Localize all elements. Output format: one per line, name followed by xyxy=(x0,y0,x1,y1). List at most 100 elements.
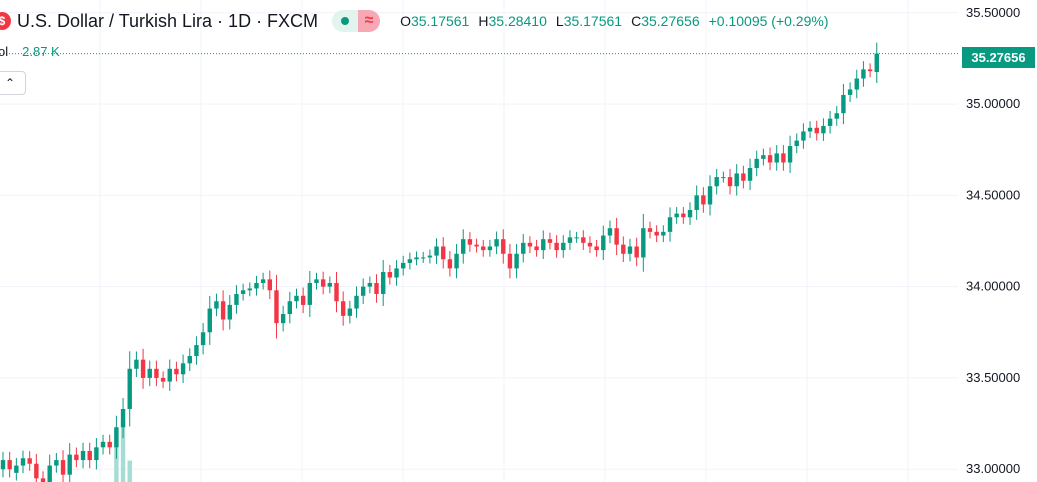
candle-body xyxy=(254,282,259,289)
candle-body xyxy=(47,465,52,482)
close-value: 35.27656 xyxy=(641,13,700,29)
candle-body xyxy=(727,177,733,187)
candle-body xyxy=(701,195,706,205)
candle-body xyxy=(487,246,493,251)
candle-body xyxy=(60,460,66,475)
candle-body xyxy=(127,368,132,409)
candle-body xyxy=(394,268,399,278)
candle-body xyxy=(661,231,666,236)
candle-body xyxy=(200,332,206,346)
candle-body xyxy=(687,209,693,218)
candle-body xyxy=(801,131,806,141)
candle-layer xyxy=(0,42,879,482)
price-tick-label: 33.00000 xyxy=(966,461,1020,476)
candle-body xyxy=(180,363,186,375)
candle-body xyxy=(294,295,299,302)
candle-body xyxy=(240,290,246,294)
candle-body xyxy=(220,301,226,320)
candle-body xyxy=(794,140,799,147)
candle-body xyxy=(754,158,759,168)
candle-body xyxy=(707,186,713,205)
candle-body xyxy=(767,155,773,163)
volume-bar xyxy=(127,460,132,482)
candle-body xyxy=(494,239,499,247)
candle-body xyxy=(834,113,839,119)
volume-label: ol xyxy=(0,44,9,59)
candle-body xyxy=(74,454,79,461)
candle-body xyxy=(247,288,252,291)
candle-body xyxy=(80,450,86,461)
candle-body xyxy=(434,246,439,256)
candle-body xyxy=(774,153,779,163)
candle-body xyxy=(581,237,586,243)
candle-body xyxy=(40,478,46,482)
candle-body xyxy=(854,78,859,90)
candle-body xyxy=(787,146,793,163)
candle-body xyxy=(607,228,613,236)
candle-body xyxy=(614,228,619,245)
candle-body xyxy=(347,308,353,316)
candle-body xyxy=(861,69,866,79)
candle-body xyxy=(327,282,333,287)
low-value: 35.17561 xyxy=(563,13,623,29)
high-value: 35.28410 xyxy=(488,13,547,29)
symbol-legend: $ U.S. Dollar / Turkish Lira · 1D · FXCM… xyxy=(0,8,829,34)
candle-body xyxy=(14,465,19,473)
candle-body xyxy=(134,359,139,369)
candle-body xyxy=(721,177,726,179)
candle-body xyxy=(587,242,593,247)
candle-body xyxy=(140,359,146,378)
candle-body xyxy=(747,167,753,181)
candle-body xyxy=(427,255,433,258)
volume-legend: ol 2.87 K xyxy=(0,44,60,59)
candle-body xyxy=(0,460,6,470)
candle-body xyxy=(821,125,826,134)
market-status-icon[interactable] xyxy=(332,10,359,32)
candle-body xyxy=(634,246,639,258)
candle-body xyxy=(334,282,339,302)
candle-body xyxy=(867,69,873,72)
candle-body xyxy=(100,441,106,448)
candle-body xyxy=(314,279,319,283)
price-axis-bg xyxy=(958,0,1037,482)
candle-body xyxy=(481,246,486,251)
symbol-title[interactable]: U.S. Dollar / Turkish Lira · 1D · FXCM xyxy=(17,10,319,31)
candle-body xyxy=(280,314,286,324)
candle-body xyxy=(374,282,379,294)
candle-body xyxy=(454,253,459,269)
last-price-label: 35.27656 xyxy=(962,47,1035,68)
candle-body xyxy=(360,286,366,296)
collapse-legend-button[interactable]: ⌃ xyxy=(0,71,26,95)
candle-body xyxy=(761,155,766,159)
candle-body xyxy=(367,282,373,287)
candle-body xyxy=(107,441,112,448)
data-delay-icon[interactable]: ≈ xyxy=(358,10,381,32)
low-key: L xyxy=(555,13,564,29)
candle-body xyxy=(547,239,553,243)
candle-body xyxy=(354,295,359,309)
candle-body xyxy=(401,262,406,269)
candle-body xyxy=(514,253,519,269)
candle-body xyxy=(467,239,473,245)
high-key: H xyxy=(478,13,489,29)
candle-body xyxy=(667,217,673,232)
candle-body xyxy=(827,118,833,126)
candle-body xyxy=(380,272,386,294)
status-pill[interactable]: ≈ xyxy=(332,10,381,32)
candle-body xyxy=(814,127,819,134)
price-axis[interactable]: 35.50000 35.00000 34.50000 34.00000 33.50000… xyxy=(958,0,1037,482)
candle-body xyxy=(421,257,426,259)
candle-body xyxy=(627,246,633,254)
candle-body xyxy=(320,279,326,287)
candle-body xyxy=(601,235,606,251)
candle-body xyxy=(734,173,739,187)
candle-body xyxy=(407,259,413,263)
candle-body xyxy=(534,246,539,251)
candle-body xyxy=(447,259,453,269)
candle-body xyxy=(234,293,239,305)
price-tick-label: 34.50000 xyxy=(966,187,1020,202)
candle-body xyxy=(654,231,659,236)
price-tick-label: 35.00000 xyxy=(966,96,1020,111)
